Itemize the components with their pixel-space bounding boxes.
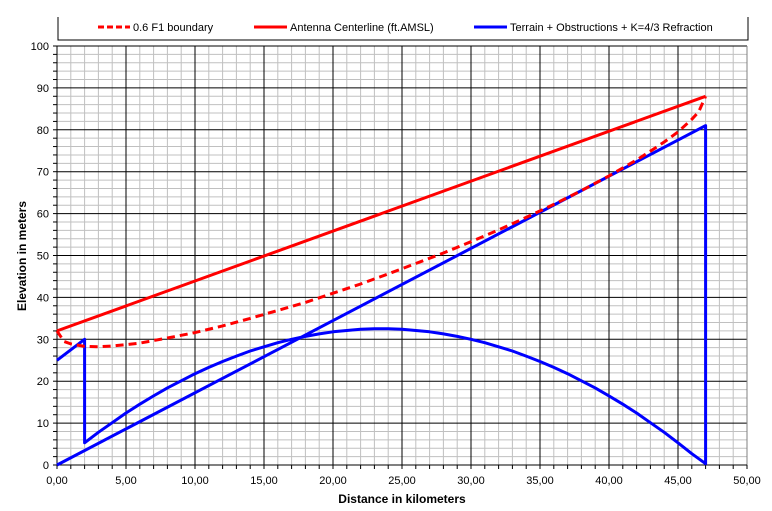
y-tick-label: 10 [37,418,49,430]
y-tick-label: 70 [37,167,49,179]
y-tick-label: 30 [37,334,49,346]
x-tick-label: 0,00 [46,475,67,487]
legend-label-terrain: Terrain + Obstructions + K=4/3 Refractio… [510,22,713,34]
y-tick-label: 0 [43,460,49,472]
x-tick-label: 30,00 [457,475,485,487]
x-tick-label: 45,00 [664,475,692,487]
x-tick-label: 25,00 [388,475,416,487]
y-tick-label: 20 [37,376,49,388]
x-tick-label: 15,00 [250,475,278,487]
x-tick-label: 40,00 [595,475,623,487]
series-line-2 [56,124,708,467]
x-tick-label: 10,00 [181,475,209,487]
y-tick-label: 80 [37,125,49,137]
x-tick-label: 20,00 [319,475,347,487]
x-tick-label: 5,00 [115,475,136,487]
series-line-1 [56,94,707,333]
y-tick-label: 60 [37,209,49,221]
legend-frame [57,17,749,41]
legend: 0.6 F1 boundary Antenna Centerline (ft.A… [57,17,749,41]
grid [57,45,748,465]
x-tick-label: 35,00 [526,475,554,487]
axis-ticks: 0 10 20 30 40 50 60 70 80 90 100 0,00 5,00 10,00 15,00… [31,41,761,487]
y-tick-label: 100 [31,41,49,53]
legend-label-fresnel: 0.6 F1 boundary [133,22,214,34]
legend-label-antenna: Antenna Centerline (ft.AMSL) [290,22,434,34]
y-tick-label: 50 [37,251,49,263]
y-tick-label: 90 [37,83,49,95]
x-axis-title: Distance in kilometers [338,492,466,506]
y-tick-label: 40 [37,292,49,304]
y-axis-title: Elevation in meters [15,201,29,311]
series-line-0 [55,95,707,349]
series-lines [55,94,708,467]
x-tick-label: 50,00 [733,475,761,487]
